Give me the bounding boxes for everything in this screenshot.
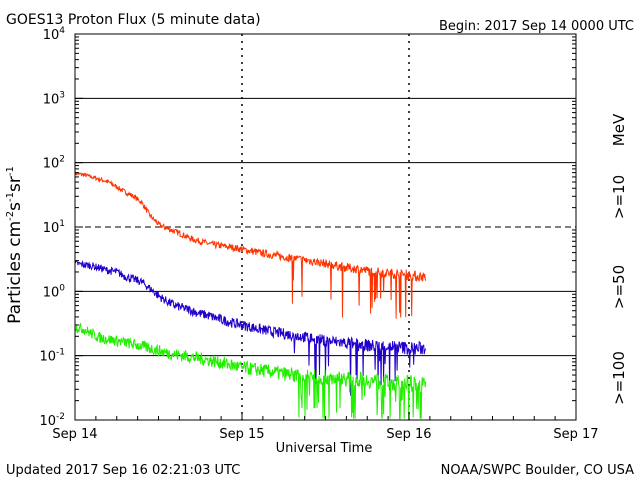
y-axis-label: Particles cm-2s-1sr-1 bbox=[5, 166, 25, 324]
series-line-ge100 bbox=[74, 323, 427, 420]
y-axis-label-main: Particles cm bbox=[5, 221, 25, 324]
y-axis-label-exp-1: -2 bbox=[5, 211, 16, 221]
updated-timestamp: Updated 2017 Sep 16 02:21:03 UTC bbox=[6, 463, 240, 478]
y-axis-label-s: s bbox=[5, 202, 25, 211]
y-tick-label: 101 bbox=[43, 219, 65, 236]
y-tick-label: 100 bbox=[43, 283, 66, 300]
plot-frame bbox=[74, 33, 577, 421]
chart-title: GOES13 Proton Flux (5 minute data) bbox=[6, 12, 261, 28]
legend-ge10: >=10 bbox=[610, 175, 628, 219]
legend-ge100: >=100 bbox=[610, 351, 628, 405]
x-tick-label: Sep 16 bbox=[386, 427, 431, 442]
begin-time: Begin: 2017 Sep 14 0000 UTC bbox=[439, 19, 634, 34]
y-axis-label-exp-2: -1 bbox=[5, 192, 16, 202]
series-line-ge50 bbox=[74, 259, 427, 396]
y-tick-label: 104 bbox=[43, 26, 66, 43]
series-line-ge10 bbox=[74, 171, 427, 319]
y-tick-label: 10-1 bbox=[39, 348, 65, 365]
y-tick-label: 103 bbox=[43, 90, 65, 107]
y-axis-label-sr: sr bbox=[5, 176, 25, 192]
x-tick-label: Sep 15 bbox=[219, 427, 264, 442]
legend-unit: MeV bbox=[610, 113, 628, 146]
x-axis-label: Universal Time bbox=[276, 441, 373, 456]
series-layer bbox=[74, 171, 427, 420]
x-tick-label: Sep 17 bbox=[553, 427, 598, 442]
legend-ge50: >=50 bbox=[610, 265, 628, 309]
y-tick-label: 102 bbox=[43, 155, 65, 172]
x-tick-label: Sep 14 bbox=[52, 427, 97, 442]
y-axis-label-exp-3: -1 bbox=[5, 166, 16, 176]
credit-text: NOAA/SWPC Boulder, CO USA bbox=[441, 463, 634, 478]
y-tick-label: 10-2 bbox=[39, 412, 65, 429]
